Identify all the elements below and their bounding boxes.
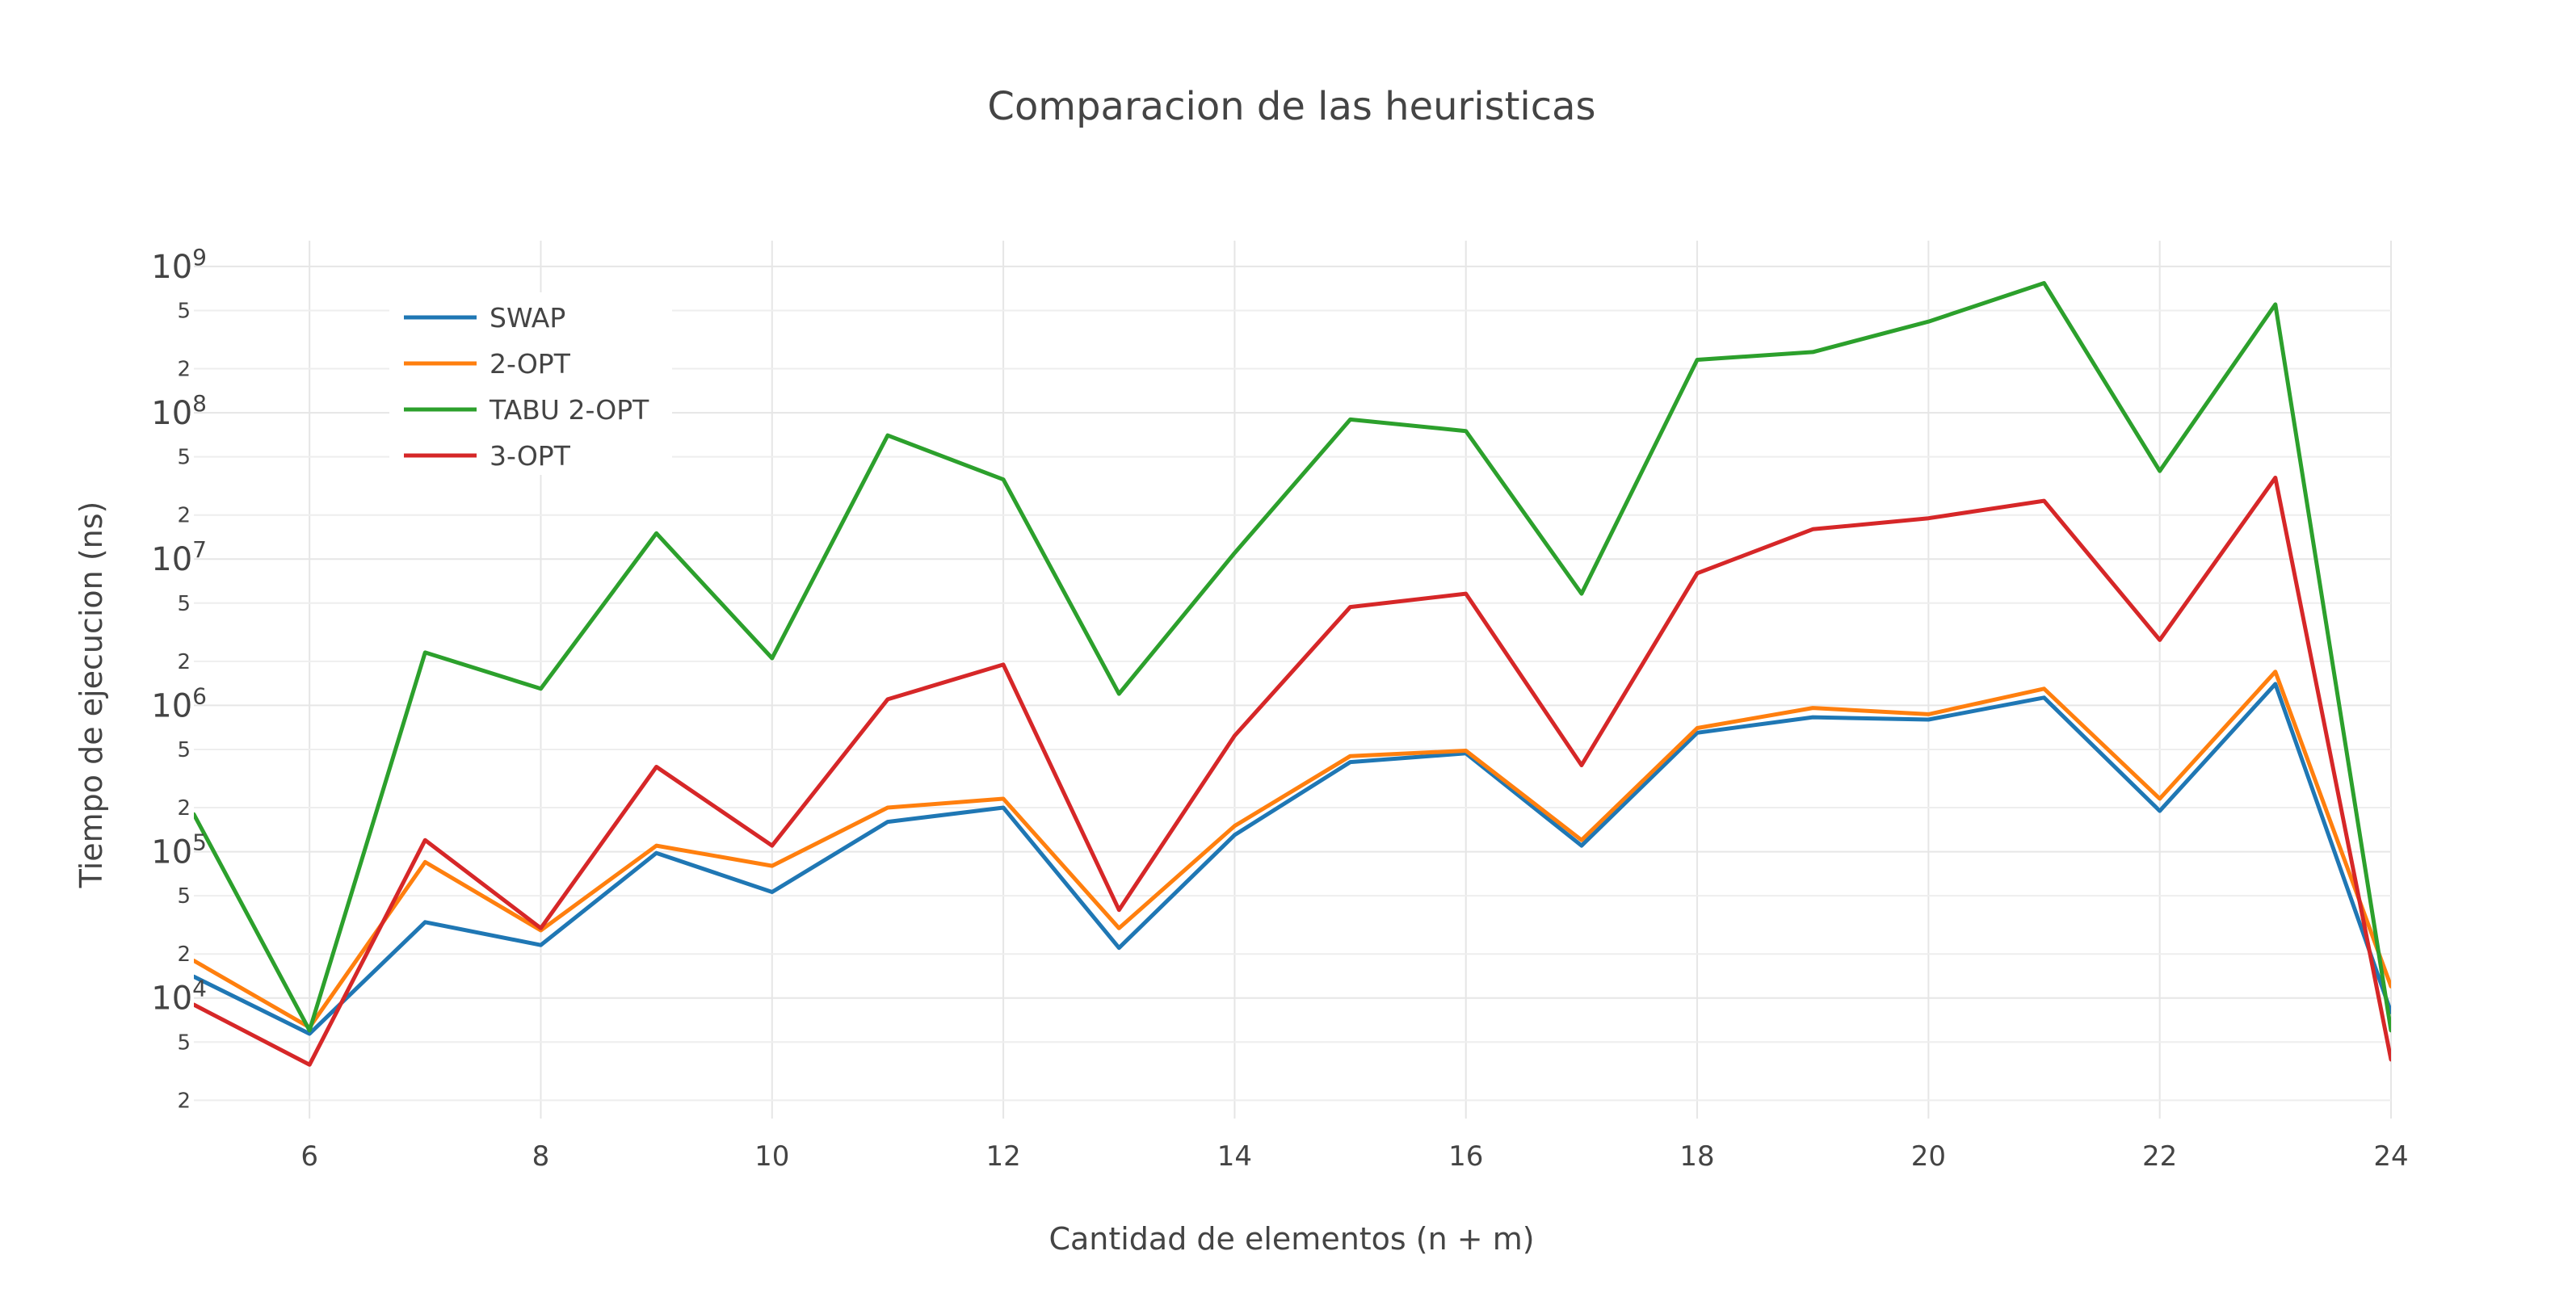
y-major-tick-label: 104 bbox=[151, 976, 207, 1018]
x-tick-label: 22 bbox=[2142, 1140, 2177, 1173]
x-tick-label: 12 bbox=[985, 1140, 1020, 1173]
chart-title: Comparacion de las heuristicas bbox=[987, 84, 1595, 129]
y-major-tick-label: 107 bbox=[151, 536, 207, 578]
y-major-tick-label: 106 bbox=[151, 682, 207, 724]
y-minor-tick-label: 2 bbox=[177, 942, 191, 967]
y-minor-tick-label: 2 bbox=[177, 358, 191, 382]
x-tick-label: 14 bbox=[1217, 1140, 1252, 1173]
grid bbox=[194, 241, 2392, 1119]
x-tick-label: 16 bbox=[1448, 1140, 1483, 1173]
y-minor-tick-label: 5 bbox=[177, 592, 191, 616]
y-minor-tick-label: 5 bbox=[177, 299, 191, 323]
y-axis-title: Tiempo de ejecucion (ns) bbox=[74, 502, 109, 889]
y-minor-tick-label: 2 bbox=[177, 504, 191, 528]
series-line-tabu-2-opt bbox=[194, 281, 2391, 1033]
legend: SWAP 2-OPT TABU 2-OPT 3-OPT bbox=[389, 292, 672, 475]
series-line-3-opt bbox=[194, 476, 2391, 1067]
y-minor-tick-label: 5 bbox=[177, 446, 191, 470]
y-minor-tick-label: 5 bbox=[177, 1031, 191, 1055]
x-tick-label: 8 bbox=[532, 1140, 550, 1173]
y-minor-tick-label: 2 bbox=[177, 650, 191, 674]
series-lines bbox=[194, 281, 2391, 1067]
legend-label: SWAP bbox=[490, 302, 565, 334]
legend-label: TABU 2-OPT bbox=[489, 394, 649, 426]
x-tick-label: 20 bbox=[1911, 1140, 1946, 1173]
series-line-swap bbox=[194, 682, 2391, 1036]
series-line-2-opt bbox=[194, 670, 2391, 1030]
y-minor-tick-label: 2 bbox=[177, 1089, 191, 1113]
y-major-tick-label: 105 bbox=[151, 829, 207, 871]
y-minor-tick-label: 5 bbox=[177, 884, 191, 909]
y-major-tick-label: 108 bbox=[151, 390, 207, 432]
legend-background bbox=[389, 292, 672, 475]
x-tick-label: 10 bbox=[754, 1140, 789, 1173]
y-minor-tick-label: 2 bbox=[177, 796, 191, 821]
axes: 6 8 10 12 14 16 18 20 22 24 2 5 2 5 2 5 2 5 2 5 2 5 104 105 106 1… bbox=[151, 244, 2408, 1173]
x-axis-title: Cantidad de elementos (n + m) bbox=[1048, 1221, 1534, 1257]
legend-label: 3-OPT bbox=[490, 440, 571, 472]
x-tick-label: 24 bbox=[2373, 1140, 2408, 1173]
legend-label: 2-OPT bbox=[490, 348, 571, 380]
y-minor-tick-label: 5 bbox=[177, 738, 191, 762]
x-tick-label: 6 bbox=[300, 1140, 318, 1173]
y-major-tick-label: 109 bbox=[151, 244, 207, 286]
x-tick-label: 18 bbox=[1679, 1140, 1714, 1173]
